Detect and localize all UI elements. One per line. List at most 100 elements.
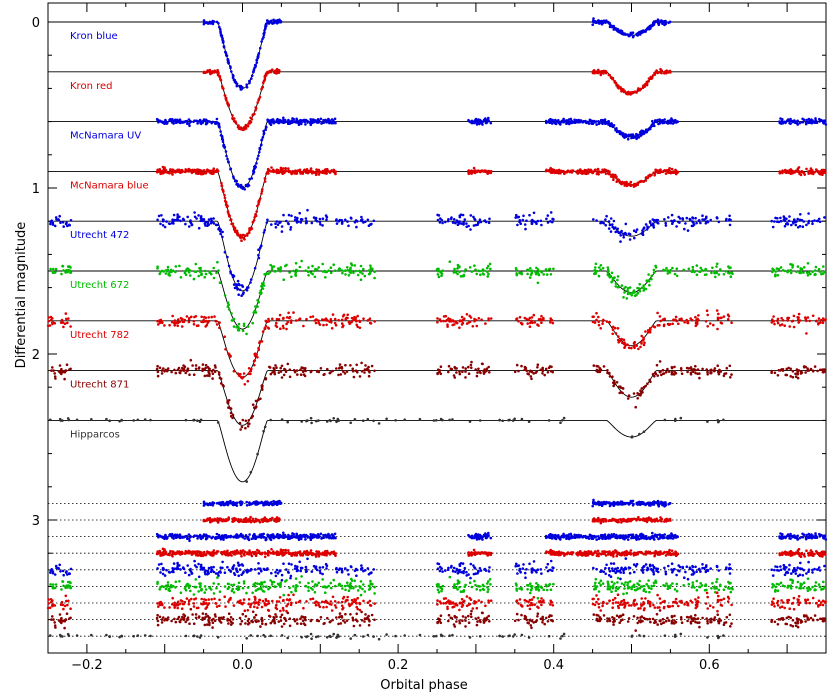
data-point — [257, 200, 261, 204]
data-point — [222, 87, 225, 90]
residual-point — [185, 534, 189, 538]
data-point — [593, 71, 596, 75]
residual-point — [648, 552, 652, 555]
data-point — [685, 216, 689, 220]
data-point — [462, 221, 466, 224]
data-point — [222, 143, 226, 147]
residual-point — [199, 563, 203, 567]
data-point — [254, 107, 258, 110]
residual-point — [597, 502, 600, 505]
x-tick-label: 0.0 — [232, 658, 253, 673]
residual-point — [254, 537, 257, 540]
data-point — [645, 131, 648, 134]
residual-point — [224, 519, 227, 523]
residual-point — [614, 518, 618, 522]
residual-point — [193, 559, 196, 563]
residual-point — [467, 533, 470, 537]
data-point — [639, 87, 643, 91]
residual-point — [248, 503, 251, 507]
residual-point — [790, 534, 794, 538]
data-point — [332, 170, 336, 174]
residual-point — [350, 565, 353, 569]
residual-point — [784, 553, 788, 556]
residual-point — [203, 550, 206, 554]
residual-point — [318, 569, 322, 573]
residual-point — [184, 571, 187, 574]
residual-point — [633, 551, 636, 555]
residual-point — [209, 503, 212, 507]
residual-point — [648, 501, 652, 505]
data-point — [528, 213, 531, 217]
residual-point — [798, 554, 801, 557]
residual-point — [263, 503, 266, 507]
residual-point — [245, 504, 249, 507]
data-point — [549, 211, 553, 214]
data-point — [57, 218, 60, 221]
residual-point — [465, 570, 468, 574]
residual-point — [275, 553, 279, 556]
data-point — [470, 121, 474, 124]
data-point — [556, 169, 559, 173]
residual-point — [209, 566, 213, 569]
data-point — [189, 120, 192, 124]
data-point — [560, 169, 563, 173]
model-curve — [48, 370, 826, 426]
data-point — [244, 123, 248, 127]
data-point — [574, 120, 577, 123]
data-point — [51, 223, 55, 226]
residual-point — [178, 536, 182, 540]
residual-point — [226, 549, 229, 553]
data-point — [235, 84, 239, 88]
residual-point — [524, 576, 527, 579]
data-point — [653, 73, 657, 76]
data-point — [282, 116, 285, 120]
series-points — [155, 116, 828, 543]
residual-point — [156, 534, 159, 537]
data-point — [232, 274, 236, 278]
data-point — [686, 229, 690, 232]
residual-point — [282, 562, 285, 565]
data-point — [229, 66, 232, 70]
residual-point — [206, 571, 210, 575]
data-point — [274, 222, 277, 225]
residual-point — [248, 519, 251, 523]
residual-point — [481, 551, 485, 555]
data-point — [282, 213, 285, 217]
plot-frame — [47, 2, 827, 654]
data-point — [309, 118, 313, 121]
data-point — [452, 218, 456, 221]
data-point — [478, 218, 482, 221]
data-point — [301, 172, 305, 175]
residual-point — [237, 564, 241, 567]
residual-point — [629, 552, 632, 556]
model-curve — [48, 320, 826, 378]
data-point — [207, 218, 211, 221]
data-point — [163, 225, 167, 229]
data-point — [467, 171, 471, 175]
data-point — [784, 120, 787, 124]
residual-point — [204, 502, 208, 506]
data-point — [212, 167, 216, 170]
residual-point — [207, 503, 210, 507]
residual-point — [287, 562, 291, 565]
data-point — [605, 19, 608, 22]
residual-point — [616, 566, 619, 570]
data-point — [225, 54, 228, 57]
data-point — [208, 68, 212, 72]
data-point — [232, 225, 235, 228]
data-point — [649, 125, 653, 129]
data-point — [270, 166, 273, 169]
residual-point — [545, 566, 548, 569]
residual-point — [300, 537, 303, 541]
residual-point — [653, 538, 656, 541]
data-point — [199, 215, 203, 218]
data-point — [156, 218, 159, 222]
residual-point — [194, 552, 198, 555]
data-point — [257, 53, 260, 57]
data-point — [823, 170, 826, 174]
residual-point — [701, 563, 704, 566]
residual-point — [282, 531, 285, 535]
data-point — [557, 120, 560, 123]
residual-point — [62, 573, 65, 577]
residual-point — [279, 569, 282, 573]
